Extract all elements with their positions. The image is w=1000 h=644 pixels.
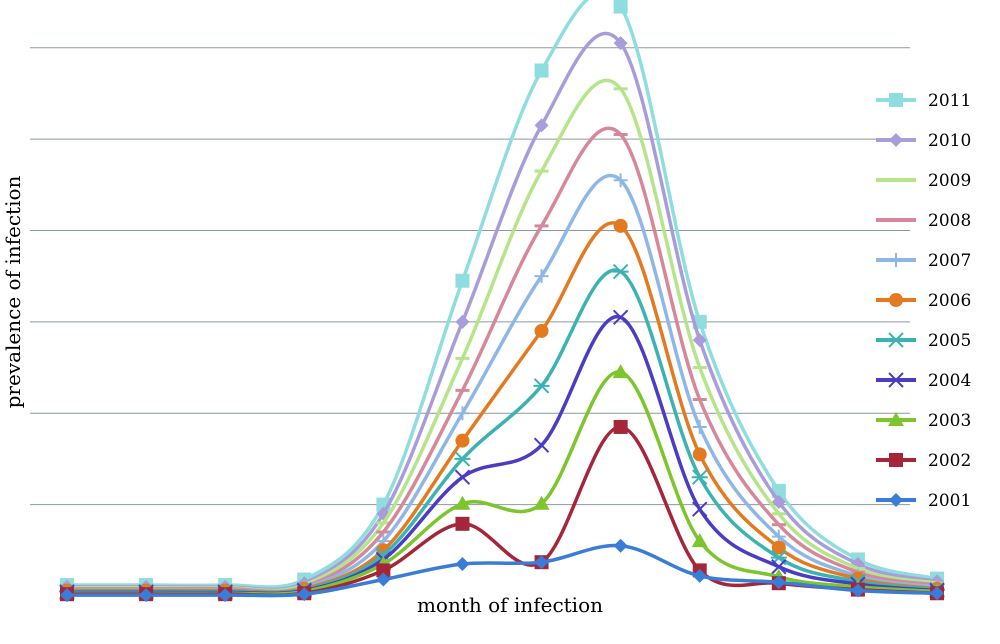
series-2009 — [60, 78, 944, 593]
data-point-2007-6 — [455, 406, 470, 421]
data-point-2004-8 — [612, 309, 629, 325]
data-point-2004-7 — [533, 437, 550, 453]
data-point-2003-6 — [454, 495, 471, 510]
data-point-2001-11 — [850, 583, 865, 598]
legend-label-2002: 2002 — [928, 451, 971, 471]
data-point-2004-6 — [454, 469, 471, 485]
data-point-2011-6 — [455, 273, 470, 288]
legend-item-2010: 2010 — [876, 131, 971, 151]
legend-label-2008: 2008 — [928, 211, 971, 231]
series-line-2003 — [65, 370, 939, 596]
data-point-2001-3 — [218, 588, 233, 603]
legend-marker-2003 — [888, 412, 904, 426]
data-point-2007-7 — [534, 269, 549, 284]
data-point-2005-6 — [454, 451, 471, 467]
data-point-2001-8 — [613, 538, 628, 553]
data-point-2001-6 — [455, 557, 470, 572]
data-point-2006-9 — [692, 447, 707, 462]
series-2011 — [60, 0, 944, 593]
data-point-2010-10 — [771, 494, 786, 509]
legend-item-2011: 2011 — [876, 91, 971, 111]
data-point-2001-9 — [692, 568, 707, 583]
legend-label-2001: 2001 — [928, 491, 971, 511]
data-point-2007-8 — [613, 173, 628, 188]
series-line-2006 — [65, 221, 939, 594]
legend-label-2007: 2007 — [928, 251, 971, 271]
data-point-2003-7 — [533, 495, 550, 510]
data-point-2002-5 — [376, 563, 391, 578]
legend-marker-2001 — [889, 493, 903, 507]
data-point-2001-5 — [376, 572, 391, 587]
series-2001 — [60, 538, 944, 603]
legend-marker-2011 — [889, 93, 903, 107]
legend-label-2011: 2011 — [928, 91, 971, 111]
data-point-2005-9 — [691, 469, 708, 485]
legend-marker-2004 — [888, 372, 904, 388]
legend-label-2005: 2005 — [928, 331, 971, 351]
legend-item-2008: 2008 — [876, 211, 971, 231]
series-line-2011 — [65, 0, 939, 589]
x-axis-title: month of infection — [417, 593, 603, 617]
legend-label-2003: 2003 — [928, 411, 971, 431]
data-point-2001-12 — [930, 586, 944, 601]
data-point-2001-2 — [139, 588, 154, 603]
legend-marker-2006 — [889, 293, 903, 307]
series-layer — [59, 0, 945, 603]
data-point-2002-6 — [455, 516, 470, 531]
data-point-2010-8 — [613, 36, 628, 51]
legend-marker-2010 — [889, 133, 903, 147]
legend-item-2004: 2004 — [876, 371, 971, 391]
data-point-2003-8 — [612, 364, 629, 379]
data-point-2010-9 — [692, 333, 707, 348]
series-2004 — [59, 309, 945, 601]
data-point-2010-7 — [534, 118, 549, 133]
data-point-2005-7 — [533, 378, 550, 394]
gridlines — [30, 47, 910, 506]
legend-label-2009: 2009 — [928, 171, 971, 191]
legend-item-2009: 2009 — [876, 171, 971, 191]
series-line-2005 — [65, 268, 939, 595]
series-2008 — [60, 126, 944, 594]
data-point-2001-4 — [297, 587, 312, 602]
legend-item-2005: 2005 — [876, 331, 971, 351]
data-point-2005-8 — [612, 263, 629, 280]
data-point-2001-7 — [534, 555, 549, 570]
data-point-2011-7 — [534, 63, 549, 78]
data-point-2006-8 — [613, 218, 628, 233]
legend-marker-2002 — [889, 453, 903, 467]
data-point-2006-10 — [771, 540, 786, 555]
legend-item-2007: 2007 — [876, 251, 971, 271]
series-line-2010 — [65, 31, 939, 592]
y-axis-title: prevalence of infection — [1, 175, 25, 408]
data-point-2007-9 — [692, 419, 707, 434]
legend-item-2003: 2003 — [876, 411, 971, 431]
series-2006 — [60, 218, 944, 598]
data-point-2011-8 — [613, 0, 628, 14]
data-point-2001-10 — [771, 575, 786, 590]
data-point-2010-6 — [455, 314, 470, 329]
data-point-2006-6 — [455, 433, 470, 448]
legend: 2011 2010 2009 2008 2007 2006 2005 2004 2003 2002… — [876, 91, 971, 511]
data-point-2003-9 — [691, 533, 708, 548]
series-line-2009 — [65, 78, 939, 593]
legend-marker-2007 — [889, 253, 903, 267]
data-point-2001-1 — [60, 588, 74, 603]
legend-item-2006: 2006 — [876, 291, 971, 311]
legend-item-2002: 2002 — [876, 451, 971, 471]
legend-label-2004: 2004 — [928, 371, 971, 391]
legend-item-2001: 2001 — [876, 491, 971, 511]
series-line-2004 — [65, 315, 939, 596]
data-point-2002-8 — [613, 419, 628, 434]
data-point-2004-10 — [771, 559, 787, 575]
legend-label-2006: 2006 — [928, 291, 971, 311]
legend-label-2010: 2010 — [928, 131, 971, 151]
data-point-2006-7 — [534, 323, 549, 338]
legend-marker-2005 — [888, 332, 904, 348]
data-point-2004-9 — [692, 501, 708, 517]
